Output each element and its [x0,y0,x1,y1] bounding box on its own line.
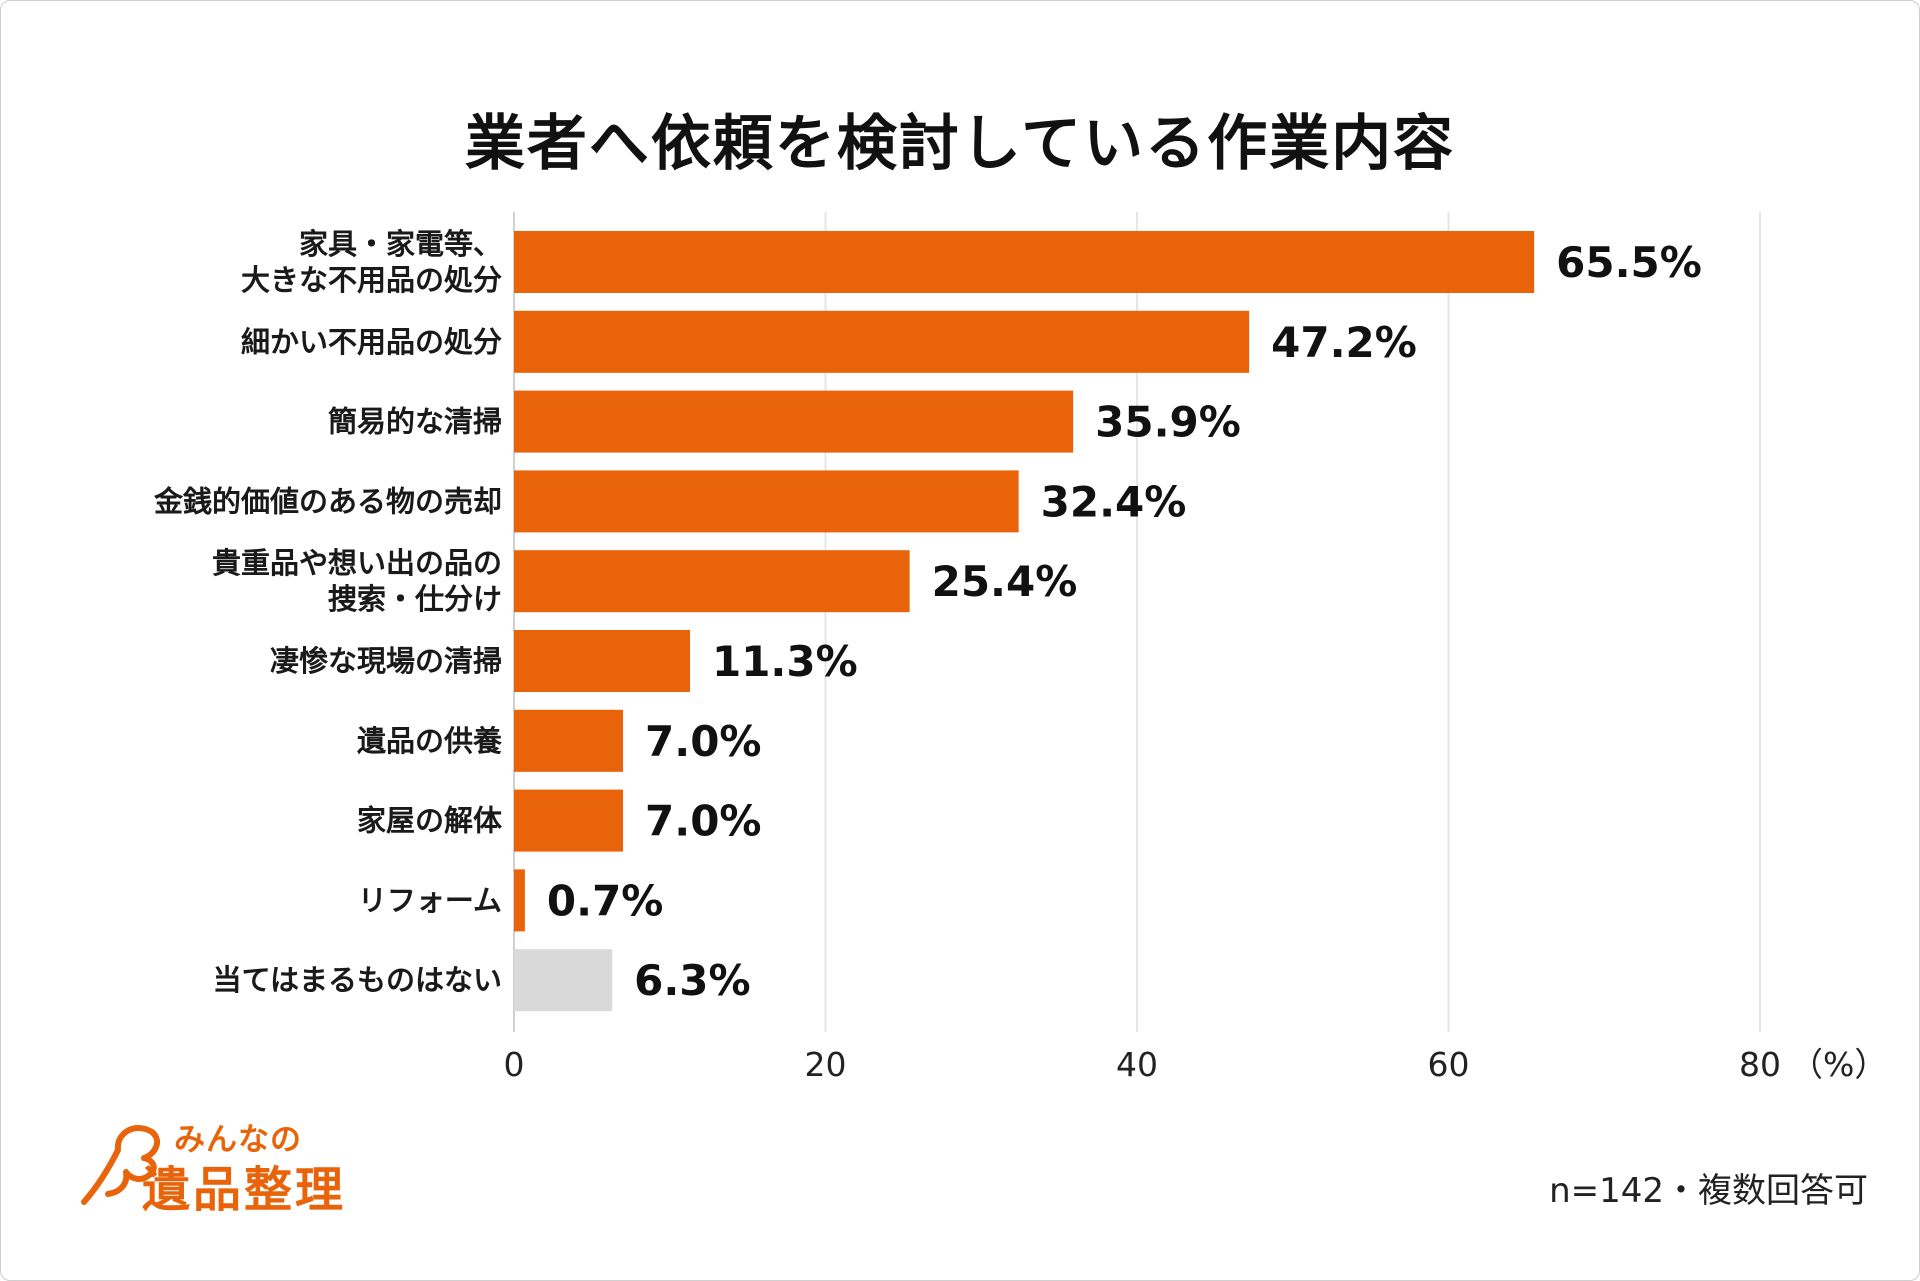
bar-7 [514,790,623,852]
value-label-4: 25.4% [932,557,1078,606]
category-label-6: 遺品の供養 [357,724,503,758]
x-axis-ticks: 0 20 40 60 80（%） [504,1045,1888,1084]
category-label-2: 簡易的な清掃 [328,405,502,439]
bar-4 [514,550,910,612]
bar-2 [514,391,1073,453]
x-tick-80: 80 [1739,1045,1781,1084]
category-label-7: 家屋の解体 [357,804,503,838]
category-label-4-line-0: 貴重品や想い出の品の [212,546,502,580]
bar-1 [514,311,1249,373]
value-label-1: 47.2% [1271,318,1417,367]
x-tick-0: 0 [504,1045,525,1084]
x-tick-60: 60 [1428,1045,1470,1084]
bar-5 [514,630,690,692]
value-label-5: 11.3% [712,637,858,686]
brand-name: 遺品整理 [142,1150,346,1220]
value-label-2: 35.9% [1095,398,1241,447]
category-label-0-line-1: 大きな不用品の処分 [241,263,502,297]
category-label-4-line-1: 捜索・仕分け [328,582,502,616]
value-label-9: 6.3% [634,956,750,1005]
x-axis-unit: （%） [1790,1045,1887,1084]
bar-0 [514,231,1534,293]
bar-9 [514,949,612,1011]
brand-logo: みんなの 遺品整理 [78,1110,378,1210]
x-tick-40: 40 [1116,1045,1158,1084]
category-labels: 家具・家電等、大きな不用品の処分細かい不用品の処分簡易的な清掃金銭的価値のある物… [153,227,503,997]
bar-8 [514,869,525,931]
category-label-0-line-0: 家具・家電等、 [299,227,502,261]
value-label-7: 7.0% [645,797,761,846]
category-label-5: 凄惨な現場の清掃 [270,644,502,678]
bar-3 [514,470,1019,532]
category-label-3: 金銭的価値のある物の売却 [153,484,502,518]
bar-6 [514,710,623,772]
category-label-1: 細かい不用品の処分 [241,325,502,359]
x-tick-20: 20 [805,1045,847,1084]
category-label-8: リフォーム [358,883,502,917]
value-label-8: 0.7% [547,876,663,925]
value-label-6: 7.0% [645,717,761,766]
category-label-9: 当てはまるものはない [213,963,502,997]
sample-note: n=142・複数回答可 [1549,1163,1868,1212]
value-label-0: 65.5% [1556,238,1702,287]
value-label-3: 32.4% [1041,477,1187,526]
